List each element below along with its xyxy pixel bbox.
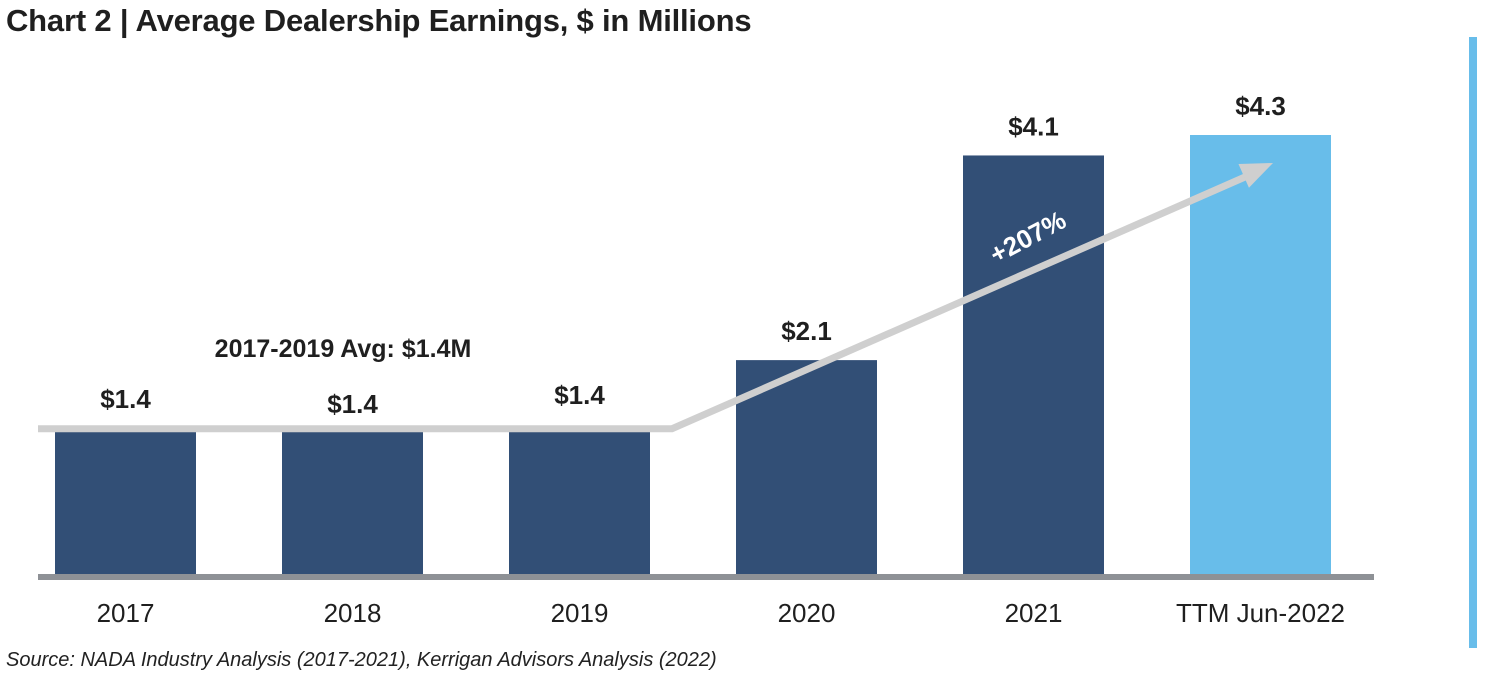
- source-note: Source: NADA Industry Analysis (2017-202…: [6, 649, 717, 671]
- bar-2020: [736, 360, 877, 575]
- data-label: $1.4: [100, 384, 151, 414]
- trend-arrow-group: [38, 163, 1273, 433]
- x-tick-label: 2021: [1005, 598, 1063, 628]
- bar-2019: [509, 431, 650, 575]
- x-tick-label: 2017: [97, 598, 155, 628]
- bar-2021: [963, 155, 1104, 575]
- accent-rule: [1469, 37, 1477, 648]
- arrow-head-icon: [1238, 163, 1273, 188]
- bars-group: [55, 135, 1331, 575]
- chart-title: Chart 2 | Average Dealership Earnings, $…: [6, 3, 752, 38]
- bar-chart: $1.4 $1.4 $1.4 $2.1 $4.1 $4.3 2017 2018 2019 202…: [38, 91, 1374, 628]
- x-tick-label: 2018: [324, 598, 382, 628]
- data-label: $1.4: [327, 389, 378, 419]
- bar-2017: [55, 431, 196, 575]
- bar-2018: [282, 431, 423, 575]
- x-axis-line: [38, 574, 1374, 580]
- x-tick-label: 2020: [778, 598, 836, 628]
- data-label: $4.3: [1235, 91, 1286, 121]
- trend-line: [38, 173, 1247, 433]
- bar-ttm-jun-2022: [1190, 135, 1331, 575]
- value-labels-group: $1.4 $1.4 $1.4 $2.1 $4.1 $4.3: [100, 91, 1286, 419]
- data-label: $1.4: [554, 380, 605, 410]
- data-label: $4.1: [1008, 111, 1059, 141]
- average-annotation: 2017-2019 Avg: $1.4M: [215, 335, 472, 363]
- x-tick-label: TTM Jun-2022: [1176, 598, 1345, 628]
- x-tick-labels-group: 2017 2018 2019 2020 2021 TTM Jun-2022: [97, 598, 1345, 628]
- data-label: $2.1: [781, 316, 832, 346]
- x-tick-label: 2019: [551, 598, 609, 628]
